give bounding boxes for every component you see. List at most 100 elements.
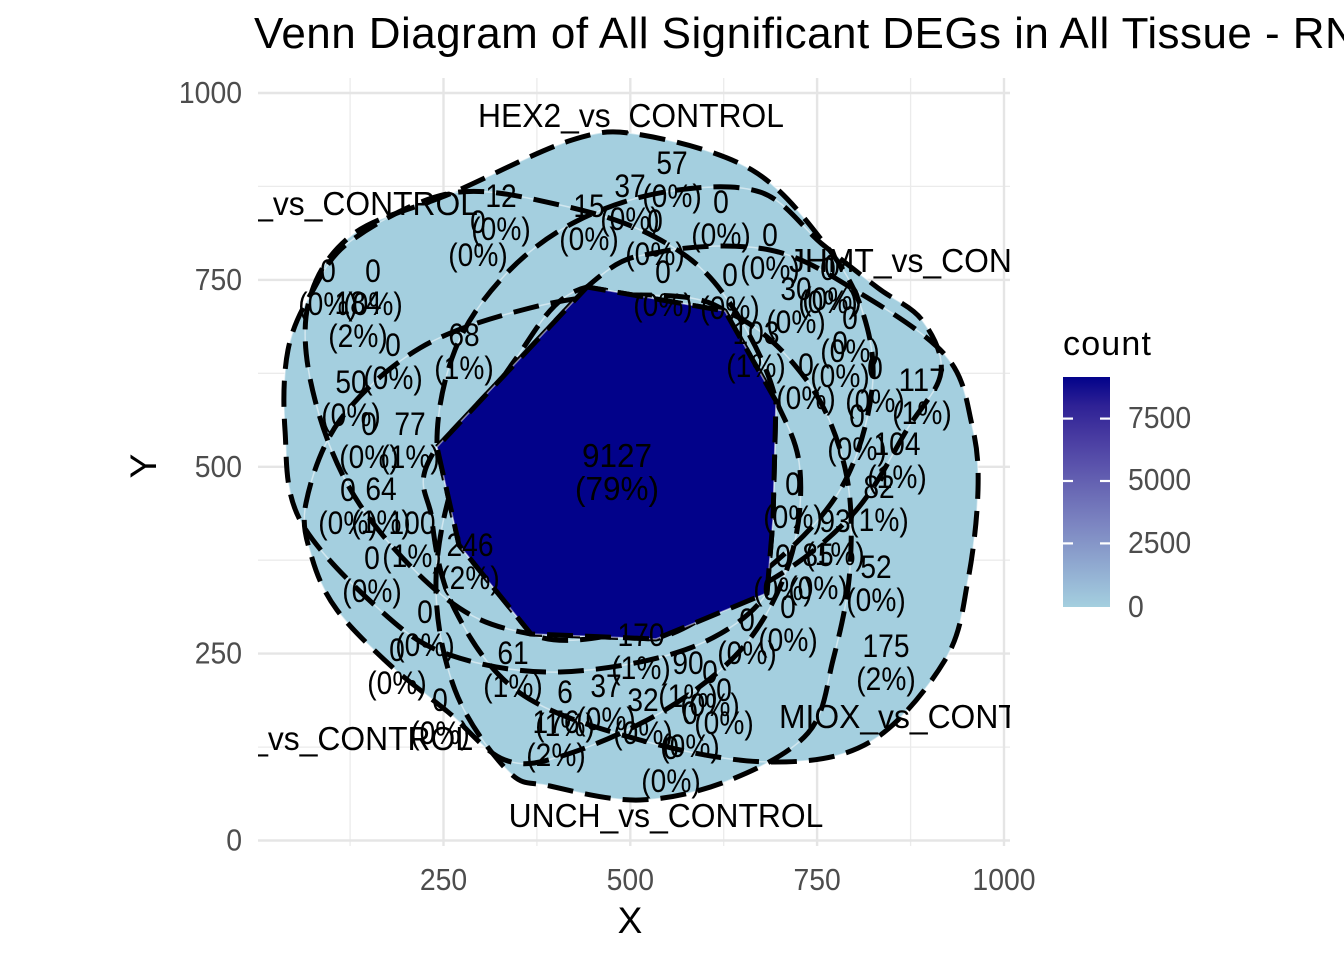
svg-text:Y: Y <box>123 454 164 479</box>
svg-text:77: 77 <box>394 406 425 442</box>
svg-text:count: count <box>1063 325 1152 363</box>
svg-text:(0%): (0%) <box>642 178 701 214</box>
svg-text:12: 12 <box>485 178 516 214</box>
svg-text:750: 750 <box>195 262 242 297</box>
svg-text:37: 37 <box>590 668 621 704</box>
svg-text:57: 57 <box>656 145 687 181</box>
svg-text:1000: 1000 <box>972 862 1035 897</box>
svg-text:(0%): (0%) <box>448 237 507 273</box>
svg-text:68: 68 <box>448 317 479 353</box>
svg-text:(1%): (1%) <box>805 536 864 572</box>
svg-text:0: 0 <box>663 730 679 766</box>
svg-text:(1%): (1%) <box>611 650 670 686</box>
svg-text:0: 0 <box>320 253 336 289</box>
svg-text:0: 0 <box>385 327 401 363</box>
svg-text:0: 0 <box>361 406 377 442</box>
svg-text:93: 93 <box>819 503 850 539</box>
svg-text:(0%): (0%) <box>788 570 847 606</box>
svg-text:Venn Diagram of All Significan: Venn Diagram of All Significant DEGs in … <box>254 9 1344 58</box>
svg-text:(0%): (0%) <box>410 715 469 751</box>
svg-text:(0%): (0%) <box>820 333 879 369</box>
svg-text:(1%): (1%) <box>483 668 542 704</box>
svg-text:500: 500 <box>607 862 654 897</box>
svg-text:246: 246 <box>447 527 494 563</box>
svg-text:(0%): (0%) <box>342 573 401 609</box>
svg-text:82: 82 <box>863 469 894 505</box>
svg-text:(1%): (1%) <box>351 504 410 540</box>
svg-text:(0%): (0%) <box>845 383 904 419</box>
svg-text:(0%): (0%) <box>613 715 672 751</box>
svg-text:0: 0 <box>417 594 433 630</box>
svg-text:0: 0 <box>785 466 801 502</box>
svg-text:0: 0 <box>849 398 865 434</box>
svg-text:750: 750 <box>794 862 841 897</box>
svg-text:(0%): (0%) <box>343 286 402 322</box>
svg-text:0: 0 <box>780 589 796 625</box>
svg-text:85: 85 <box>802 537 833 573</box>
svg-text:103: 103 <box>733 315 780 351</box>
svg-text:37: 37 <box>614 168 645 204</box>
svg-text:50: 50 <box>335 364 366 400</box>
svg-text:(1%): (1%) <box>849 502 908 538</box>
svg-text:0: 0 <box>365 253 381 289</box>
svg-text:(0%): (0%) <box>625 236 684 272</box>
svg-text:X: X <box>618 900 643 941</box>
svg-text:5000: 5000 <box>1128 462 1191 497</box>
svg-text:(1%): (1%) <box>892 395 951 431</box>
svg-text:(1%): (1%) <box>380 439 439 475</box>
svg-text:(0%): (0%) <box>339 439 398 475</box>
svg-text:(0%): (0%) <box>691 217 750 253</box>
svg-text:0: 0 <box>798 347 814 383</box>
svg-text:(1%): (1%) <box>658 678 717 714</box>
svg-text:250: 250 <box>420 862 467 897</box>
svg-text:52: 52 <box>860 549 891 585</box>
svg-text:2500: 2500 <box>1128 525 1191 560</box>
svg-text:(0%): (0%) <box>753 571 812 607</box>
svg-text:1000: 1000 <box>179 75 242 110</box>
svg-text:(0%): (0%) <box>798 284 857 320</box>
svg-text:0: 0 <box>713 184 729 220</box>
svg-text:(0%): (0%) <box>471 211 530 247</box>
svg-text:0: 0 <box>389 632 405 668</box>
svg-text:0: 0 <box>762 217 778 253</box>
svg-text:(0%): (0%) <box>776 380 835 416</box>
svg-text:(1%): (1%) <box>535 707 594 743</box>
svg-text:(0%): (0%) <box>763 499 822 535</box>
svg-text:0: 0 <box>655 254 671 290</box>
svg-text:(0%): (0%) <box>700 290 759 326</box>
svg-text:9127: 9127 <box>582 438 652 475</box>
svg-text:0: 0 <box>340 472 356 508</box>
svg-text:0: 0 <box>775 538 791 574</box>
svg-text:184: 184 <box>335 285 382 321</box>
svg-text:HEX2_vs_CONTROL: HEX2_vs_CONTROL <box>478 98 784 135</box>
svg-text:0: 0 <box>842 300 858 336</box>
svg-text:(0%): (0%) <box>576 701 635 737</box>
svg-text:(0%): (0%) <box>802 281 861 317</box>
svg-text:64: 64 <box>365 471 396 507</box>
svg-text:(0%): (0%) <box>367 665 426 701</box>
svg-text:(0%): (0%) <box>298 286 357 322</box>
svg-text:30: 30 <box>780 271 811 307</box>
svg-text:(79%): (79%) <box>575 471 659 508</box>
svg-text:(2%): (2%) <box>440 560 499 596</box>
svg-text:0: 0 <box>647 203 663 239</box>
svg-text:(0%): (0%) <box>600 201 659 237</box>
svg-text:0: 0 <box>470 204 486 240</box>
svg-text:AAAA_vs_CONTROL: AAAA_vs_CONTROL <box>170 186 478 223</box>
svg-text:AAAA_vs_CONTROL: AAAA_vs_CONTROL <box>165 721 473 758</box>
svg-text:0: 0 <box>716 672 732 708</box>
svg-text:(0%): (0%) <box>810 358 869 394</box>
svg-text:(0%): (0%) <box>559 221 618 257</box>
svg-text:(2%): (2%) <box>526 737 585 773</box>
svg-text:(0%): (0%) <box>846 582 905 618</box>
svg-text:JHMT_vs_CONTROL: JHMT_vs_CONTROL <box>789 243 1097 280</box>
svg-text:(0%): (0%) <box>395 627 454 663</box>
svg-text:0: 0 <box>226 823 242 858</box>
svg-text:100: 100 <box>389 505 436 541</box>
svg-text:(2%): (2%) <box>856 661 915 697</box>
svg-text:0: 0 <box>820 251 836 287</box>
svg-text:(0%): (0%) <box>633 287 692 323</box>
svg-text:6: 6 <box>557 674 573 710</box>
svg-text:175: 175 <box>863 628 910 664</box>
svg-text:(0%): (0%) <box>363 360 422 396</box>
